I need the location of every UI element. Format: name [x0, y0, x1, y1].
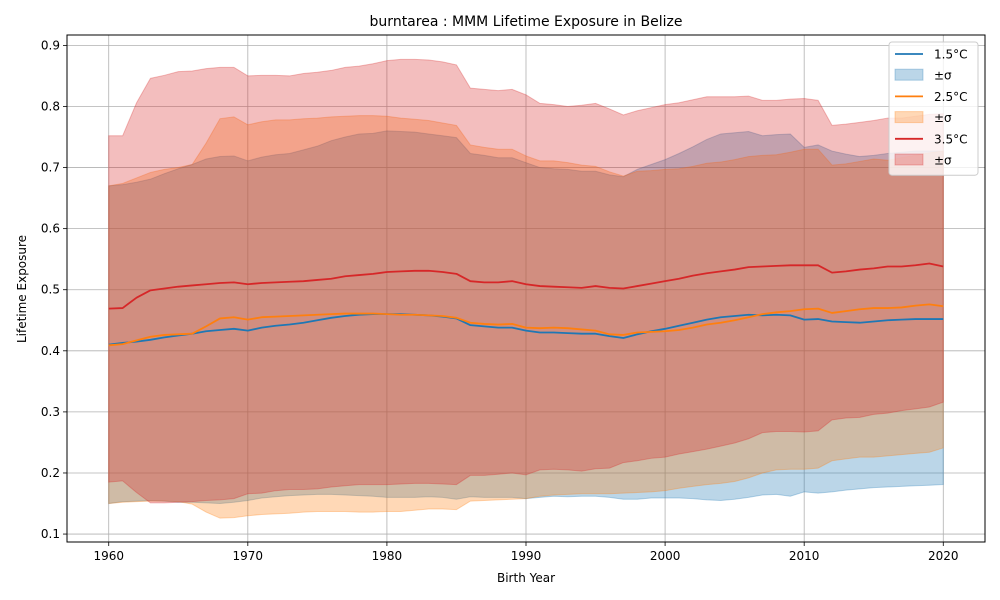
x-tick-label: 1980	[372, 549, 403, 563]
series-line	[108, 313, 944, 346]
chart-title: burntarea : MMM Lifetime Exposure in Bel…	[370, 14, 683, 30]
ticks: 1960 1970 1980 1990 2000 2010 2020 0.1 0.2 0.3 0.4…	[41, 38, 959, 563]
y-tick-label: 0.3	[41, 405, 60, 419]
legend-label: ±σ	[934, 154, 952, 168]
y-tick-label: 0.1	[41, 527, 60, 541]
y-tick-label: 0.6	[41, 222, 60, 236]
legend-band-swatch	[894, 153, 924, 166]
legend-label: 2.5°C	[934, 90, 967, 104]
legend: 1.5°C ±σ 2.5°C ±σ 3.5°C ±σ	[888, 41, 979, 176]
y-tick-label: 0.9	[41, 38, 60, 52]
bands	[108, 58, 944, 519]
legend-band-swatch	[894, 68, 924, 81]
x-tick-label: 1960	[93, 549, 124, 563]
y-tick-label: 0.4	[41, 344, 60, 358]
x-axis-label: Birth Year	[497, 571, 555, 585]
y-tick-label: 0.7	[41, 161, 60, 175]
series-band	[108, 115, 944, 519]
legend-band-swatch	[894, 111, 924, 124]
y-tick-label: 0.5	[41, 283, 60, 297]
legend-label: ±σ	[934, 111, 952, 125]
x-tick-label: 1990	[511, 549, 542, 563]
y-tick-label: 0.8	[41, 99, 60, 113]
lines	[108, 262, 944, 347]
y-tick-label: 0.2	[41, 466, 60, 480]
x-tick-label: 2000	[650, 549, 681, 563]
y-axis-label: Lifetime Exposure	[15, 235, 29, 343]
series-band	[108, 130, 944, 505]
legend-label: 1.5°C	[934, 48, 967, 62]
series-line	[108, 262, 944, 310]
legend-label: ±σ	[934, 69, 952, 83]
x-tick-label: 2010	[789, 549, 820, 563]
legend-box	[888, 41, 979, 176]
legend-label: 3.5°C	[934, 132, 967, 146]
x-tick-label: 2020	[928, 549, 959, 563]
grid	[67, 35, 985, 542]
series-line	[108, 303, 944, 347]
x-tick-label: 1970	[233, 549, 264, 563]
series-band	[108, 58, 944, 504]
